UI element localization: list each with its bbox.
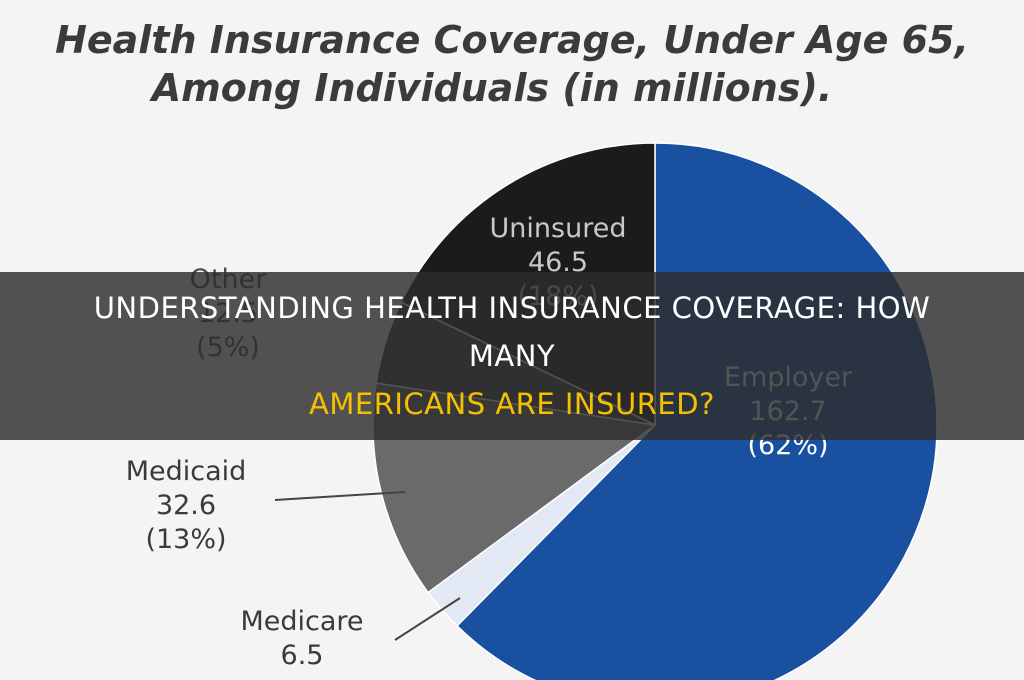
article-title-white: Understanding Health Insurance Coverage:… bbox=[93, 291, 931, 373]
article-title: Understanding Health Insurance Coverage:… bbox=[62, 284, 962, 428]
chart-title-line-1: Health Insurance Coverage, Under Age 65, bbox=[55, 18, 969, 62]
slice-label-value: 6.5 bbox=[281, 640, 324, 671]
chart-title-line-2: Among Individuals (in millions). bbox=[149, 66, 833, 110]
slice-label-name: Medicaid bbox=[126, 456, 247, 487]
article-title-yellow: Americans Are Insured? bbox=[309, 387, 715, 421]
leader-line-medicare bbox=[394, 597, 461, 641]
slice-label-name: Medicare bbox=[240, 606, 363, 637]
leader-line-medicaid bbox=[274, 491, 406, 501]
title-banner: Understanding Health Insurance Coverage:… bbox=[0, 272, 1024, 440]
slice-label-medicare: Medicare 6.5 bbox=[240, 606, 363, 671]
slice-label-percent: (13%) bbox=[145, 524, 226, 555]
slice-label-name: Uninsured bbox=[490, 213, 627, 244]
slice-label-value: 32.6 bbox=[156, 490, 216, 521]
slice-label-medicaid: Medicaid 32.6 (13%) bbox=[126, 456, 247, 555]
